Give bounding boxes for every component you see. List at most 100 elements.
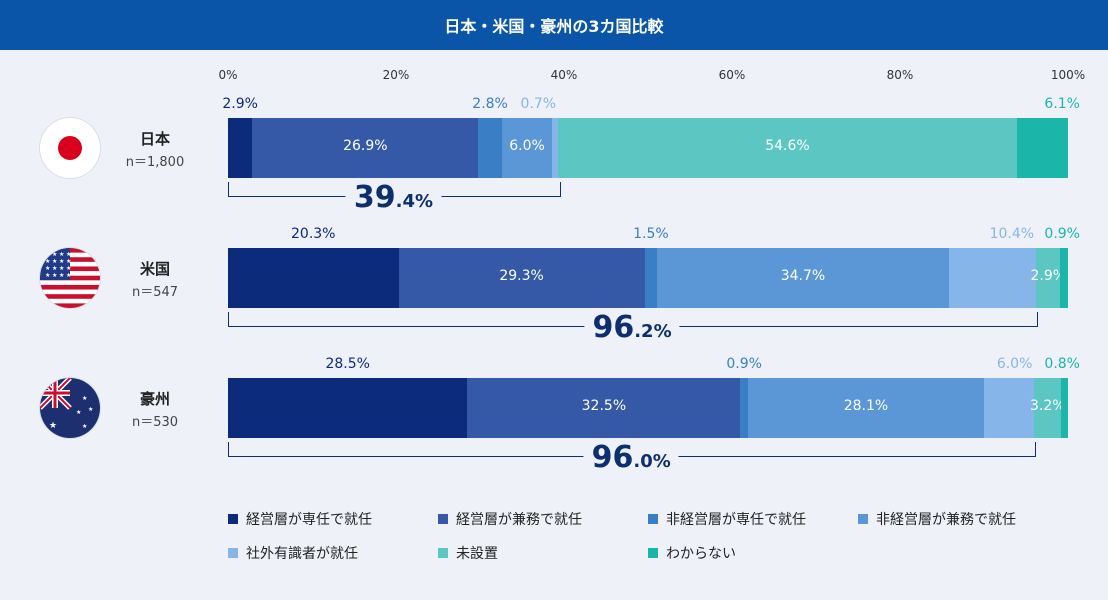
total-value: 96.2% <box>584 310 680 345</box>
data-label: 10.4% <box>989 226 1035 242</box>
data-label: 6.1% <box>1044 96 1080 112</box>
bar-segment <box>228 248 399 308</box>
x-tick-label: 20% <box>382 68 410 82</box>
svg-text:★: ★ <box>59 272 64 279</box>
data-label: 28.5% <box>325 356 370 372</box>
legend-item: わからない <box>648 544 858 562</box>
svg-text:★: ★ <box>66 251 71 258</box>
bar-segment <box>1061 378 1068 438</box>
data-label: 0.7% <box>520 96 557 112</box>
country-name: 豪州 <box>139 390 170 408</box>
legend-item: 社外有識者が就任 <box>228 544 438 562</box>
bar-segment <box>740 378 748 438</box>
data-label: 0.9% <box>1044 226 1080 242</box>
legend-label: わからない <box>666 546 736 562</box>
svg-text:★: ★ <box>45 258 50 265</box>
x-tick-label: 0% <box>218 68 238 82</box>
chart-title: 日本・米国・豪州の3カ国比較 <box>0 0 1108 50</box>
svg-text:★: ★ <box>45 251 50 258</box>
data-label: 20.3% <box>291 226 336 242</box>
bar-segment <box>644 248 658 308</box>
bar-segment <box>228 378 468 438</box>
x-tick-label: 40% <box>550 68 578 82</box>
svg-text:★: ★ <box>66 265 71 272</box>
japan-flag-icon <box>40 118 100 178</box>
legend-swatch <box>228 514 238 524</box>
bar-segment <box>984 378 1035 438</box>
svg-text:★: ★ <box>76 409 81 416</box>
svg-text:★: ★ <box>59 251 64 258</box>
legend-swatch <box>648 514 658 524</box>
sample-size: n＝530 <box>131 415 179 430</box>
country-name: 日本 <box>139 130 170 148</box>
data-label: 34.7% <box>780 268 826 284</box>
svg-text:★: ★ <box>59 258 64 265</box>
legend-item: 経営層が兼務で就任 <box>438 510 648 528</box>
legend-label: 未設置 <box>456 546 498 562</box>
svg-text:★: ★ <box>52 272 57 279</box>
legend-label: 経営層が兼務で就任 <box>456 512 582 528</box>
legend-swatch <box>438 514 448 524</box>
legend-label: 非経営層が専任で就任 <box>666 512 806 528</box>
data-label: 2.9% <box>222 96 258 112</box>
total-value: 39.4% <box>345 180 442 215</box>
bar-segment <box>1016 118 1068 178</box>
svg-text:★: ★ <box>52 251 57 258</box>
legend-swatch <box>438 548 448 558</box>
bar-segment <box>1060 248 1068 308</box>
bar-segment <box>657 248 949 308</box>
x-tick-label: 60% <box>718 68 746 82</box>
data-label: 28.1% <box>843 398 889 414</box>
legend-item: 未設置 <box>438 544 648 562</box>
data-label: 54.6% <box>765 138 810 154</box>
bar-segment <box>558 118 1017 178</box>
bar-segment <box>228 118 253 178</box>
legend-swatch <box>858 514 868 524</box>
bar-segment <box>501 118 553 178</box>
data-label: 2.9% <box>1030 268 1067 284</box>
svg-text:★: ★ <box>52 265 57 272</box>
bar-segment <box>252 118 479 178</box>
total-value: 96.0% <box>583 440 679 475</box>
svg-text:★: ★ <box>66 258 71 265</box>
svg-text:★: ★ <box>49 421 57 431</box>
svg-text:★: ★ <box>52 258 57 265</box>
row-label: 豪州 n＝530 <box>110 388 200 430</box>
data-label: 6.0% <box>509 138 545 154</box>
data-label: 1.5% <box>633 226 669 242</box>
bar-segment <box>478 118 502 178</box>
legend-label: 経営層が専任で就任 <box>246 512 372 528</box>
legend-label: 非経営層が兼務で就任 <box>876 512 1016 528</box>
bar-segment <box>398 248 645 308</box>
row-label: 米国 n＝547 <box>110 258 200 300</box>
legend-item: 非経営層が専任で就任 <box>648 510 858 528</box>
svg-text:★: ★ <box>45 265 50 272</box>
data-label: 0.9% <box>726 356 762 372</box>
legend-swatch <box>648 548 658 558</box>
australia-flag-icon: ★ ★ ★ ★ ★ <box>40 378 100 438</box>
data-label: 6.0% <box>996 356 1033 372</box>
data-label: 32.5% <box>581 398 627 414</box>
sample-size: n＝1,800 <box>125 155 185 170</box>
legend-item: 経営層が専任で就任 <box>228 510 438 528</box>
bar-segment <box>1034 378 1062 438</box>
x-tick-label: 100% <box>1050 68 1086 82</box>
legend: 経営層が専任で就任 経営層が兼務で就任 非経営層が専任で就任 非経営層が兼務で就任社外… <box>228 510 1088 562</box>
legend-label: 社外有識者が就任 <box>246 546 358 562</box>
bar-segment <box>1036 248 1061 308</box>
legend-item: 非経営層が兼務で就任 <box>858 510 1068 528</box>
svg-text:★: ★ <box>66 272 71 279</box>
data-label: 3.2% <box>1030 398 1066 414</box>
svg-text:★: ★ <box>82 395 87 402</box>
country-name: 米国 <box>139 260 170 278</box>
data-label: 2.8% <box>472 96 508 112</box>
svg-text:★: ★ <box>59 265 64 272</box>
sample-size: n＝547 <box>131 285 179 300</box>
bar-segment <box>467 378 741 438</box>
data-label: 26.9% <box>343 138 388 154</box>
row-label: 日本 n＝1,800 <box>110 128 200 170</box>
bar-segment <box>747 378 984 438</box>
svg-text:★: ★ <box>88 406 93 413</box>
data-label: 29.3% <box>499 268 544 284</box>
bar-segment <box>948 248 1037 308</box>
